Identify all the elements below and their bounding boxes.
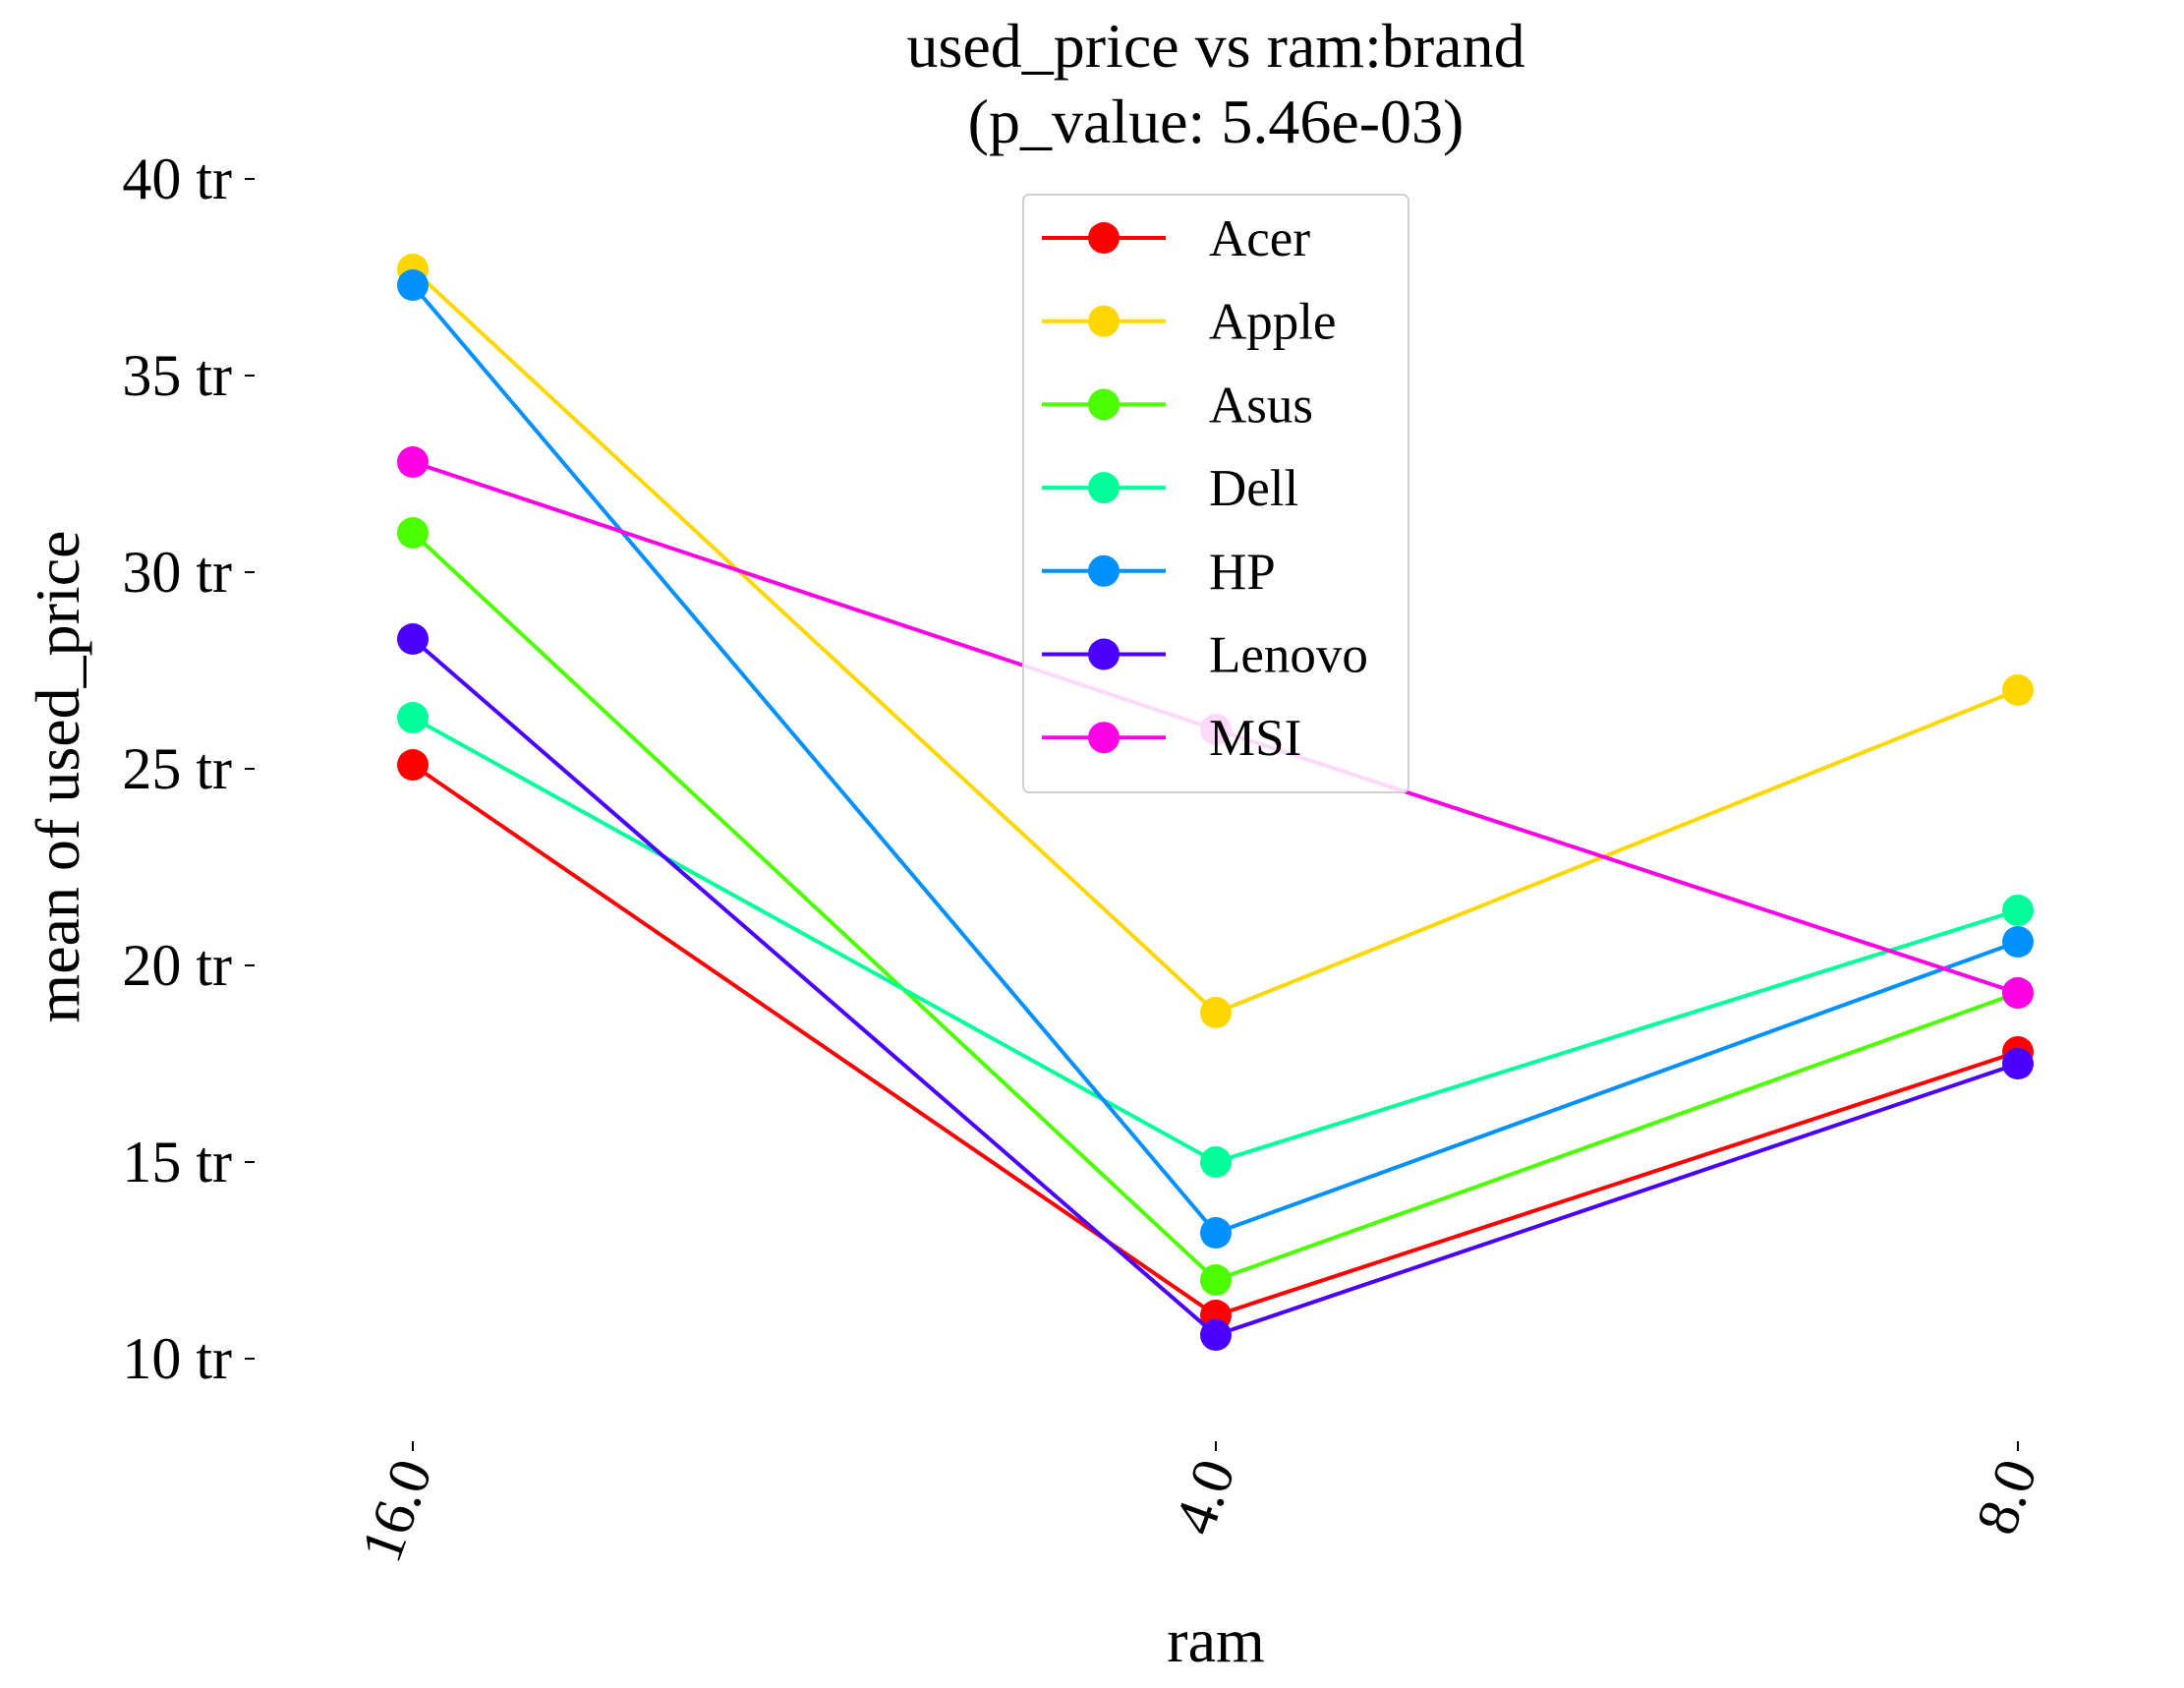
legend-marker: [1088, 222, 1120, 254]
legend: Acer Apple Asus Dell HP Lenovo MSI: [1022, 194, 1409, 793]
legend-marker: [1088, 305, 1120, 337]
y-tick-label: 20 tr: [122, 933, 232, 998]
legend-item: Dell: [1042, 460, 1298, 517]
data-point: [397, 749, 429, 781]
y-tick-label: 35 tr: [122, 343, 232, 408]
chart-subtitle: (p_value: 5.46e-03): [968, 87, 1465, 156]
data-point: [2002, 977, 2034, 1009]
x-axis: 16.0 4.0 8.0: [348, 1441, 2049, 1570]
legend-marker: [1088, 388, 1120, 421]
series-dell: [397, 702, 2034, 1178]
data-point: [1200, 1319, 1232, 1351]
legend-label: Acer: [1209, 210, 1310, 267]
legend-marker: [1088, 638, 1120, 670]
y-tick-label: 15 tr: [122, 1130, 232, 1194]
data-point: [397, 269, 429, 301]
legend-label: HP: [1209, 544, 1276, 601]
data-point: [1200, 1217, 1232, 1249]
legend-item: Acer: [1042, 210, 1310, 267]
y-tick-label: 10 tr: [122, 1326, 232, 1391]
legend-label: Dell: [1209, 460, 1298, 517]
chart-title: used_price vs ram:brand: [906, 11, 1524, 81]
y-axis-label: mean of used_price: [23, 530, 92, 1022]
legend-item: HP: [1042, 544, 1276, 601]
data-point: [1200, 1146, 1232, 1178]
y-tick-label: 30 tr: [122, 540, 232, 605]
legend-marker: [1088, 472, 1120, 504]
x-tick-label: 16.0: [348, 1451, 444, 1570]
legend-label: Apple: [1209, 294, 1337, 351]
data-point: [2002, 926, 2034, 958]
data-point: [397, 446, 429, 478]
y-tick-label: 40 tr: [122, 146, 232, 211]
legend-frame: [1022, 194, 1409, 793]
x-tick-label: 8.0: [1964, 1451, 2050, 1542]
legend-item: Asus: [1042, 377, 1313, 434]
legend-label: MSI: [1209, 710, 1301, 767]
data-point: [1200, 1264, 1232, 1296]
legend-label: Lenovo: [1209, 627, 1368, 684]
series-hp: [397, 269, 2034, 1249]
legend-label: Asus: [1209, 377, 1313, 434]
legend-item: MSI: [1042, 710, 1301, 767]
legend-item: Apple: [1042, 294, 1337, 351]
y-tick-label: 25 tr: [122, 736, 232, 801]
y-axis: 10 tr 15 tr 20 tr 25 tr 30 tr 35 tr 40 tr: [122, 146, 255, 1391]
data-point: [2002, 1048, 2034, 1079]
series-lenovo: [397, 623, 2034, 1351]
data-point: [2002, 674, 2034, 706]
data-point: [397, 702, 429, 733]
data-point: [397, 623, 429, 655]
x-axis-label: ram: [1167, 1605, 1265, 1675]
legend-marker: [1088, 722, 1120, 754]
plot-area: [397, 254, 2034, 1351]
data-point: [397, 517, 429, 549]
legend-marker: [1088, 554, 1120, 587]
data-point: [1200, 997, 1232, 1028]
legend-item: Lenovo: [1042, 627, 1368, 684]
x-tick-label: 4.0: [1162, 1451, 1248, 1542]
data-point: [2002, 895, 2034, 926]
